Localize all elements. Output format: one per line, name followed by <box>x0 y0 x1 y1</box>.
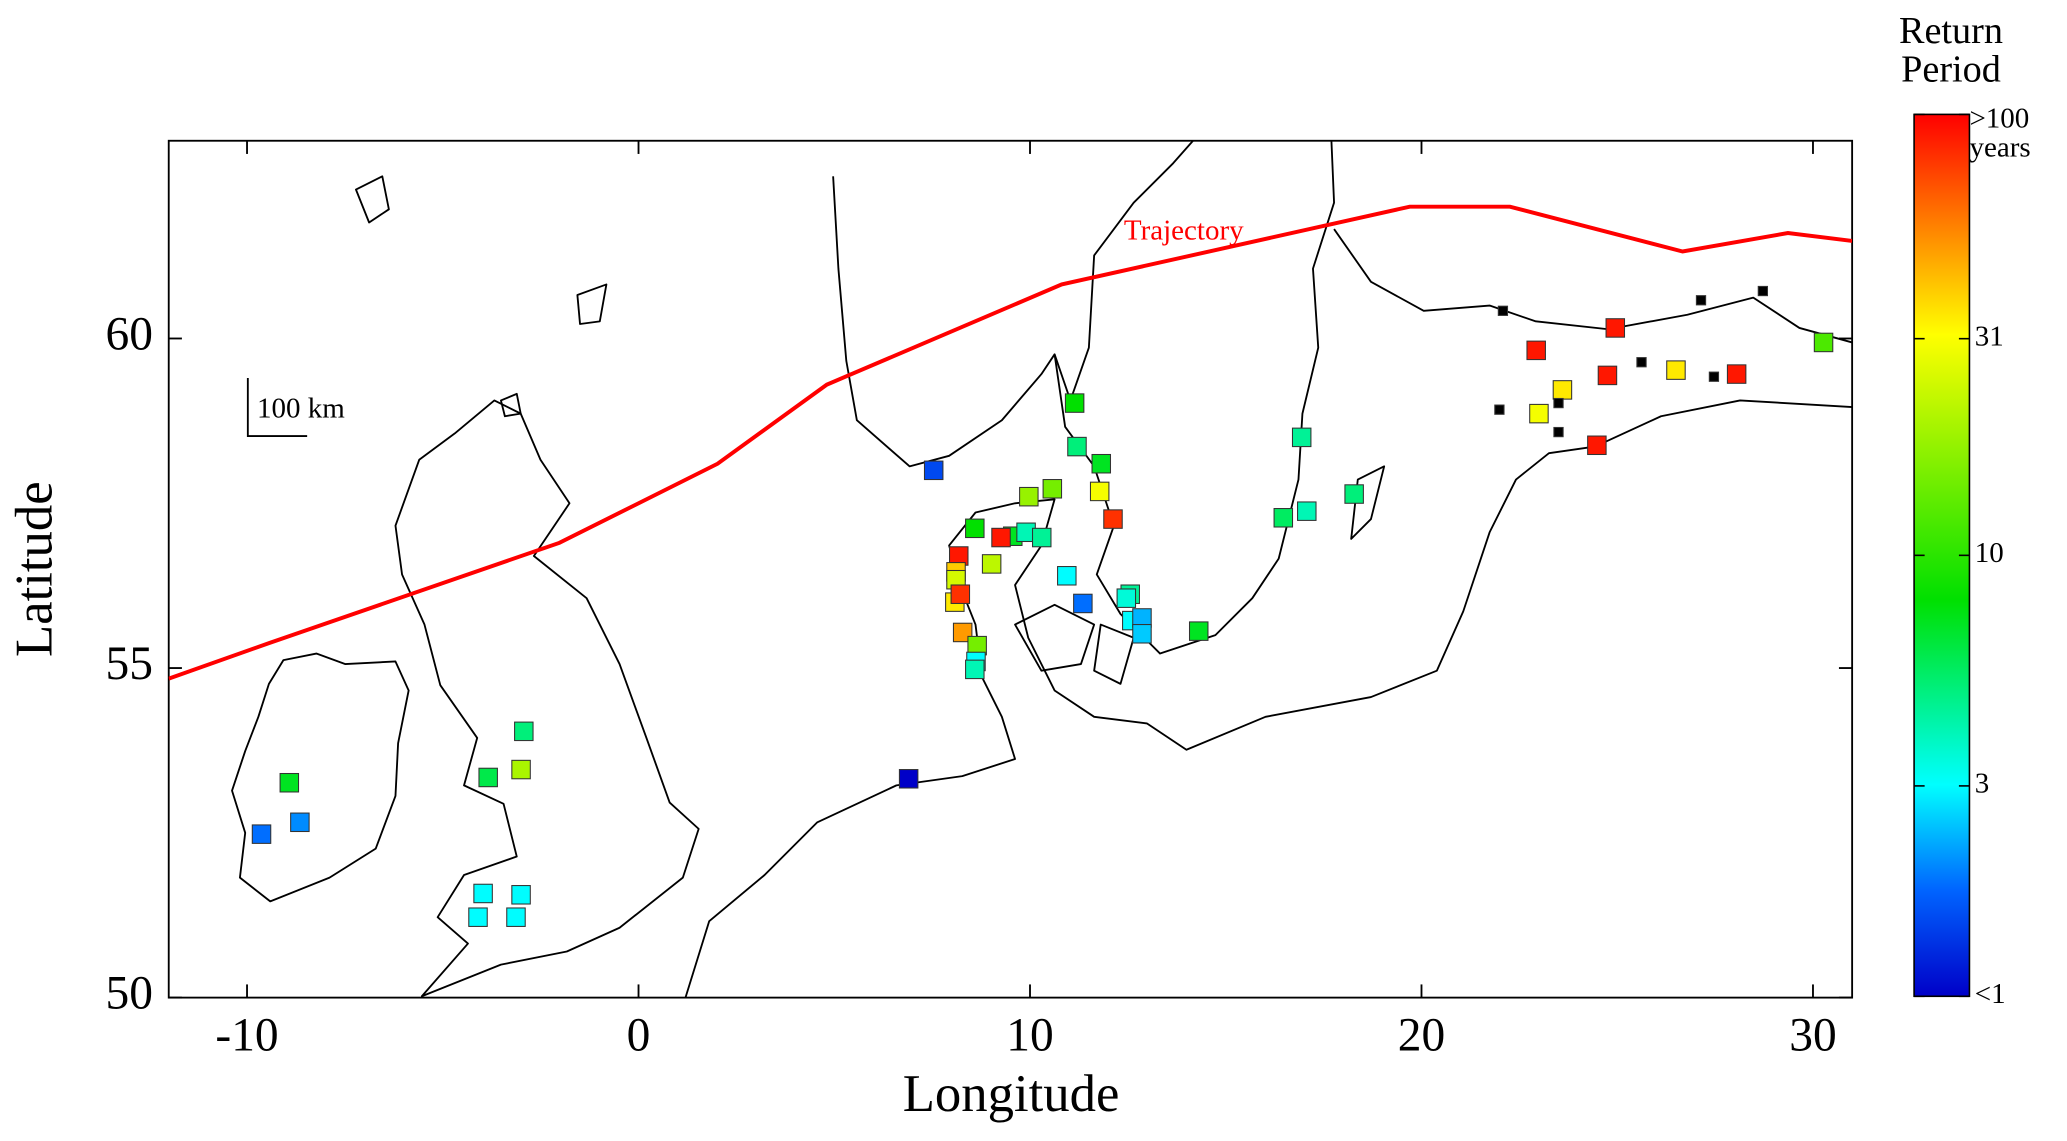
station-marker <box>952 622 973 643</box>
station-marker <box>1526 340 1546 361</box>
station-marker <box>1708 371 1720 382</box>
plot-layer <box>168 204 1853 681</box>
coast-gotland <box>1350 465 1386 540</box>
station-marker <box>506 907 526 927</box>
station-marker <box>923 460 944 481</box>
station-marker <box>1497 305 1509 316</box>
scale-bar-graphic: 100 km <box>246 378 345 437</box>
station-marker <box>1553 426 1564 438</box>
colorbar-label: 3 <box>1975 768 1990 800</box>
station-marker <box>1813 332 1834 353</box>
colorbar-title: Return Period <box>1898 12 2004 91</box>
scale-bar-line <box>246 378 308 437</box>
coast-denmark-islands <box>1014 603 1135 685</box>
station-marker <box>1273 508 1294 528</box>
y-tick-label: 55 <box>105 638 152 690</box>
x-tick-label: 10 <box>1006 1010 1053 1062</box>
station-marker <box>1103 509 1123 529</box>
coast-norway <box>832 140 1194 468</box>
station-marker <box>1726 364 1747 384</box>
station-marker <box>1019 486 1039 507</box>
x-axis-title: Longitude <box>903 1065 1120 1123</box>
station-marker <box>898 769 919 789</box>
station-marker <box>1132 624 1152 644</box>
station-marker <box>279 772 300 793</box>
station-marker <box>965 518 985 539</box>
station-marker <box>1636 357 1647 368</box>
station-marker <box>251 824 272 844</box>
station-marker <box>1091 453 1112 474</box>
station-marker <box>1695 295 1707 306</box>
station-marker <box>965 659 985 680</box>
coast-islands-north <box>355 175 608 418</box>
station-marker <box>473 883 493 904</box>
station-marker <box>511 759 531 780</box>
station-marker <box>1067 436 1087 457</box>
station-marker <box>1605 318 1626 338</box>
station-marker <box>1297 501 1317 521</box>
station-marker <box>1073 593 1093 614</box>
station-marker <box>1116 588 1137 608</box>
station-marker <box>1089 481 1110 502</box>
station-marker <box>1597 365 1618 386</box>
coast-continent <box>684 399 1853 998</box>
colorbar-label-box: >100 years <box>1969 103 2031 164</box>
colorbar-label: 10 <box>1975 537 2004 569</box>
station-marker <box>1057 566 1077 586</box>
trajectory-line <box>168 204 1853 681</box>
station-marker <box>950 584 971 604</box>
scale-bar-label: 100 km <box>257 393 345 425</box>
station-marker <box>1666 360 1686 380</box>
station-marker <box>1291 427 1312 448</box>
y-tick-label: 60 <box>105 308 152 360</box>
y-tick-label: 50 <box>105 968 152 1020</box>
y-axis-title: Latitude <box>6 481 64 657</box>
colorbar-label: <1 <box>1975 978 2006 1010</box>
x-tick-label: 20 <box>1398 1010 1445 1062</box>
colorbar-label: 31 <box>1975 320 2004 352</box>
coast-britain <box>394 399 700 998</box>
station-marker <box>1042 479 1063 499</box>
station-marker <box>1529 403 1549 424</box>
x-tick-label: -10 <box>215 1010 278 1062</box>
station-marker <box>511 885 531 905</box>
colorbar-title-box: Return Period <box>1898 12 2004 91</box>
trajectory-label: Trajectory <box>1124 215 1244 247</box>
station-marker <box>1031 527 1052 548</box>
coast-finland <box>1333 228 1853 344</box>
station-marker <box>1757 285 1769 297</box>
station-marker <box>991 527 1011 548</box>
station-marker <box>290 812 310 833</box>
station-marker <box>1553 397 1564 409</box>
plot-frame <box>167 139 1854 999</box>
station-marker <box>1587 435 1607 456</box>
x-tick-label: 0 <box>627 1010 651 1062</box>
station-marker <box>514 721 534 742</box>
colorbar-label: >100 years <box>1969 103 2031 164</box>
coastlines <box>231 140 1853 998</box>
station-marker <box>1344 484 1364 504</box>
station-marker <box>981 554 1002 574</box>
station-marker <box>468 907 488 927</box>
station-marker <box>1552 380 1573 400</box>
station-marker <box>1188 621 1209 641</box>
x-tick-label: 30 <box>1789 1010 1836 1062</box>
station-marker <box>1494 404 1505 415</box>
coast-ireland <box>231 652 410 903</box>
station-marker <box>1064 393 1085 413</box>
station-marker <box>478 767 498 788</box>
